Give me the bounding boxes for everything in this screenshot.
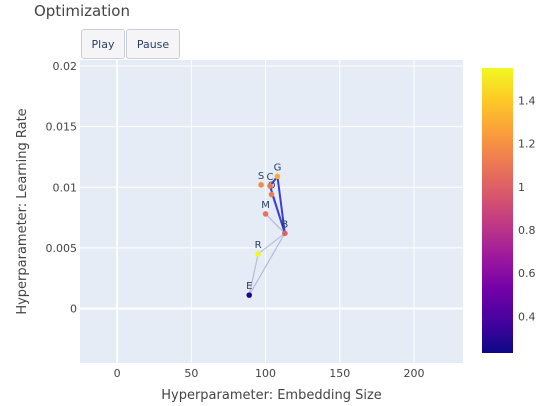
pause-button[interactable]: Pause [126, 29, 180, 59]
y-tick-label: 0.005 [46, 242, 78, 255]
y-axis-title: Hyperparameter: Learning Rate [15, 108, 30, 314]
x-tick-label: 50 [184, 367, 198, 380]
point-label: M [261, 200, 270, 211]
x-tick-label: 0 [114, 367, 121, 380]
point-label: G [274, 162, 282, 173]
colorbar-tick-label: 0.4 [518, 310, 536, 323]
data-point [275, 174, 281, 180]
x-tick-label: 200 [404, 367, 425, 380]
y-tick-label: 0 [70, 302, 77, 315]
y-tick-label: 0.01 [53, 181, 78, 194]
data-point [267, 183, 273, 189]
colorbar-gradient [482, 68, 513, 353]
point-label: C [267, 172, 274, 183]
colorbar-tick-label: 1.2 [518, 138, 536, 151]
colorbar: 0.4 0.6 0.8 1 1.2 1.4 [482, 68, 536, 353]
data-point [263, 211, 269, 217]
colorbar-tick-label: 0.6 [518, 267, 536, 280]
data-point [269, 192, 275, 198]
point-label: B [281, 219, 288, 230]
colorbar-ticks: 0.4 0.6 0.8 1 1.2 1.4 [518, 94, 536, 323]
data-point [246, 292, 252, 298]
x-axis-title: Hyperparameter: Embedding Size [161, 388, 382, 403]
y-tick-label: 0.02 [53, 60, 78, 73]
point-label: E [246, 281, 252, 292]
chart-title: Optimization [34, 2, 130, 20]
y-tick-label: 0.015 [46, 121, 78, 134]
data-point [282, 231, 288, 237]
colorbar-tick-label: 0.8 [518, 224, 536, 237]
x-tick-label: 150 [329, 367, 350, 380]
point-label: R [255, 240, 262, 251]
data-point [258, 182, 264, 188]
point-label: S [258, 171, 264, 182]
x-tick-label: 100 [255, 367, 276, 380]
colorbar-tick-label: 1.4 [518, 94, 536, 107]
plot-area [80, 60, 463, 363]
colorbar-tick-label: 1 [518, 181, 525, 194]
play-button[interactable]: Play [81, 29, 125, 59]
data-point [255, 251, 261, 257]
